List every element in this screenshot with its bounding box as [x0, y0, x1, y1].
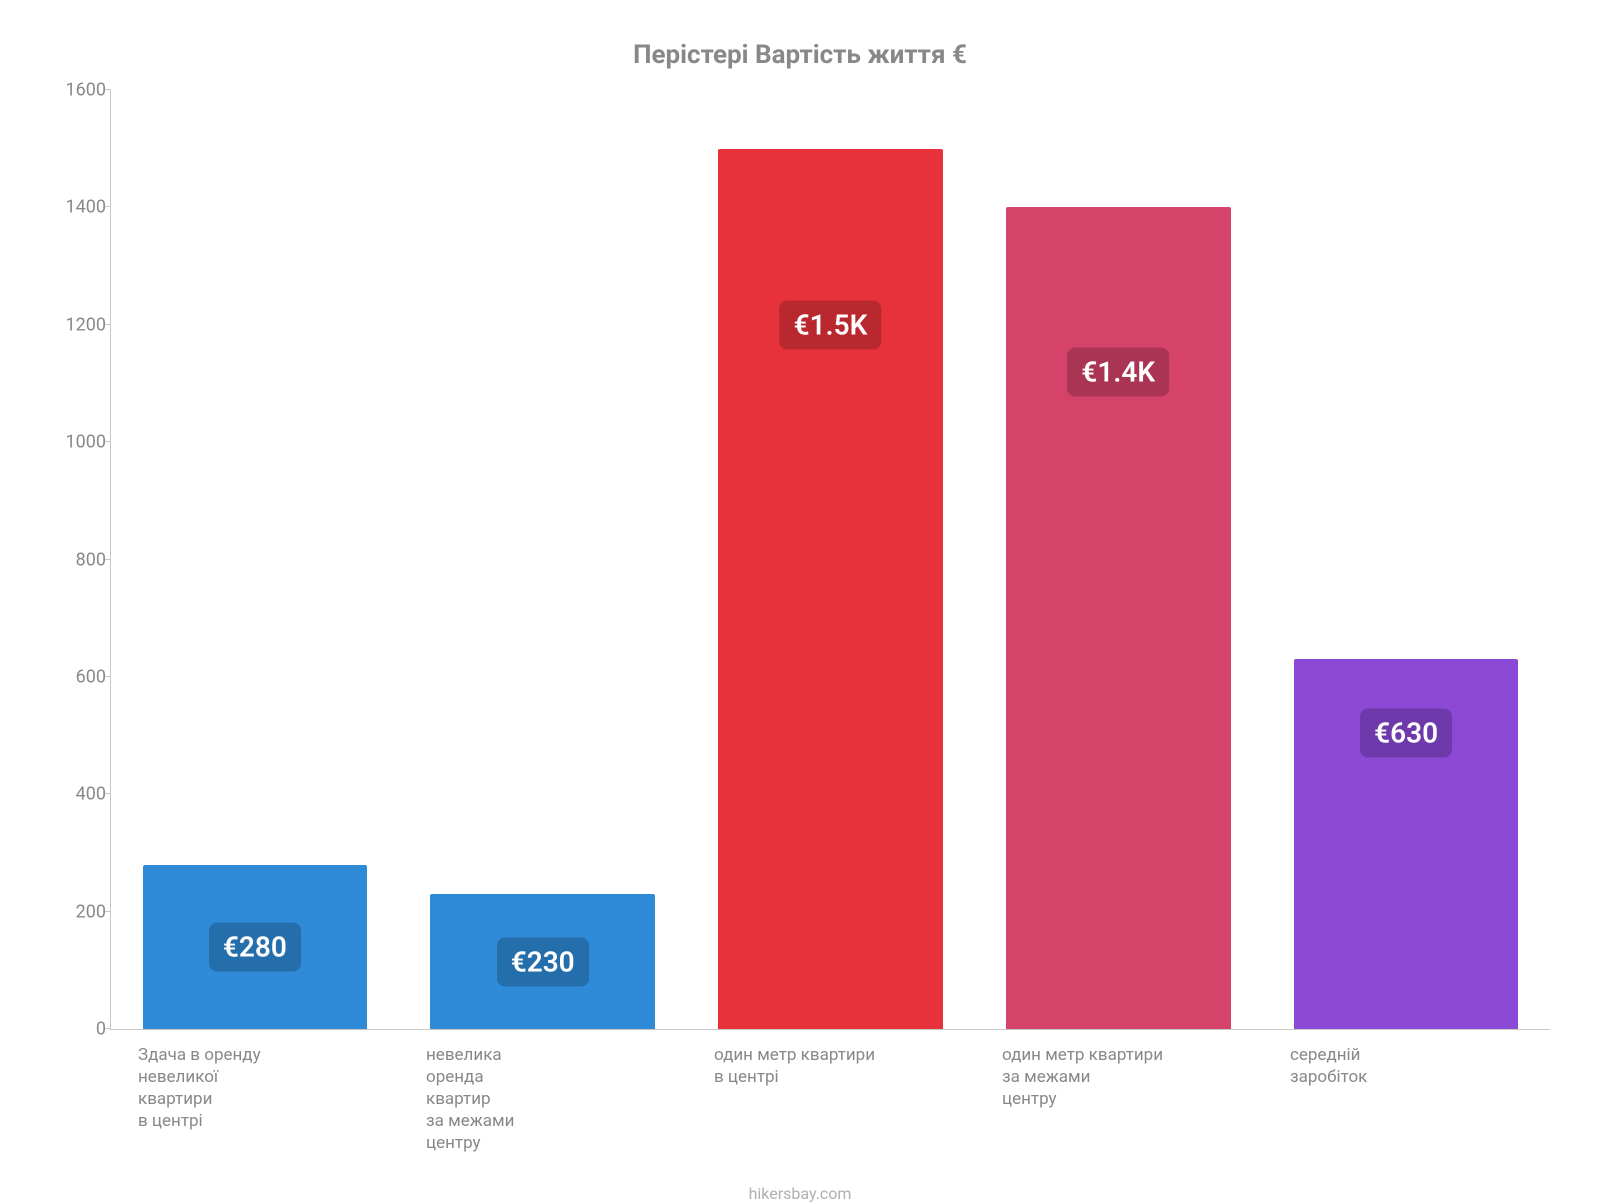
y-tick-label: 600: [51, 666, 106, 687]
x-tick-label: один метр квартири за межами центру: [974, 1044, 1262, 1154]
bar-slot: €630: [1262, 90, 1550, 1029]
y-tick-label: 800: [51, 549, 106, 570]
bars-group: €280 €230 €1.5K €1.4K €630: [111, 90, 1550, 1029]
value-badge: €630: [1360, 709, 1452, 758]
x-tick-label: один метр квартири в центрі: [686, 1044, 974, 1154]
y-tick-mark: [105, 911, 111, 912]
y-tick-label: 1200: [51, 314, 106, 335]
bar: €280: [143, 865, 367, 1029]
y-tick-mark: [105, 324, 111, 325]
value-badge: €1.5K: [780, 300, 882, 349]
y-tick-label: 1000: [51, 432, 106, 453]
y-tick-mark: [105, 206, 111, 207]
y-tick-mark: [105, 1028, 111, 1029]
value-badge: €1.4K: [1067, 347, 1169, 396]
bar: €630: [1294, 659, 1518, 1029]
y-tick-label: 200: [51, 901, 106, 922]
chart-container: Перістері Вартість життя € €280 €230 €1.5K…: [0, 0, 1600, 1200]
y-tick-mark: [105, 793, 111, 794]
attribution-text: hikersbay.com: [50, 1184, 1550, 1203]
bar: €1.4K: [1006, 207, 1230, 1029]
y-tick-mark: [105, 441, 111, 442]
bar-slot: €1.4K: [974, 90, 1262, 1029]
chart-title: Перістері Вартість життя €: [50, 40, 1550, 70]
y-tick-label: 1400: [51, 197, 106, 218]
x-tick-label: невелика оренда квартир за межами центру: [398, 1044, 686, 1154]
value-badge: €280: [209, 922, 301, 971]
bar-slot: €230: [399, 90, 687, 1029]
y-tick-label: 1600: [51, 80, 106, 101]
bar-slot: €280: [111, 90, 399, 1029]
y-tick-label: 400: [51, 784, 106, 805]
bar: €1.5K: [718, 149, 942, 1029]
x-tick-label: середній заробіток: [1262, 1044, 1550, 1154]
x-tick-label: Здача в оренду невеликої квартири в цент…: [110, 1044, 398, 1154]
y-tick-mark: [105, 89, 111, 90]
x-axis-labels: Здача в оренду невеликої квартири в цент…: [110, 1030, 1550, 1154]
y-tick-mark: [105, 559, 111, 560]
y-tick-mark: [105, 676, 111, 677]
bar: €230: [430, 894, 654, 1029]
value-badge: €230: [497, 937, 589, 986]
y-tick-label: 0: [51, 1019, 106, 1040]
bar-slot: €1.5K: [687, 90, 975, 1029]
plot-area: €280€230€1.5K€1.4K€630 02004006008001000…: [110, 90, 1550, 1030]
